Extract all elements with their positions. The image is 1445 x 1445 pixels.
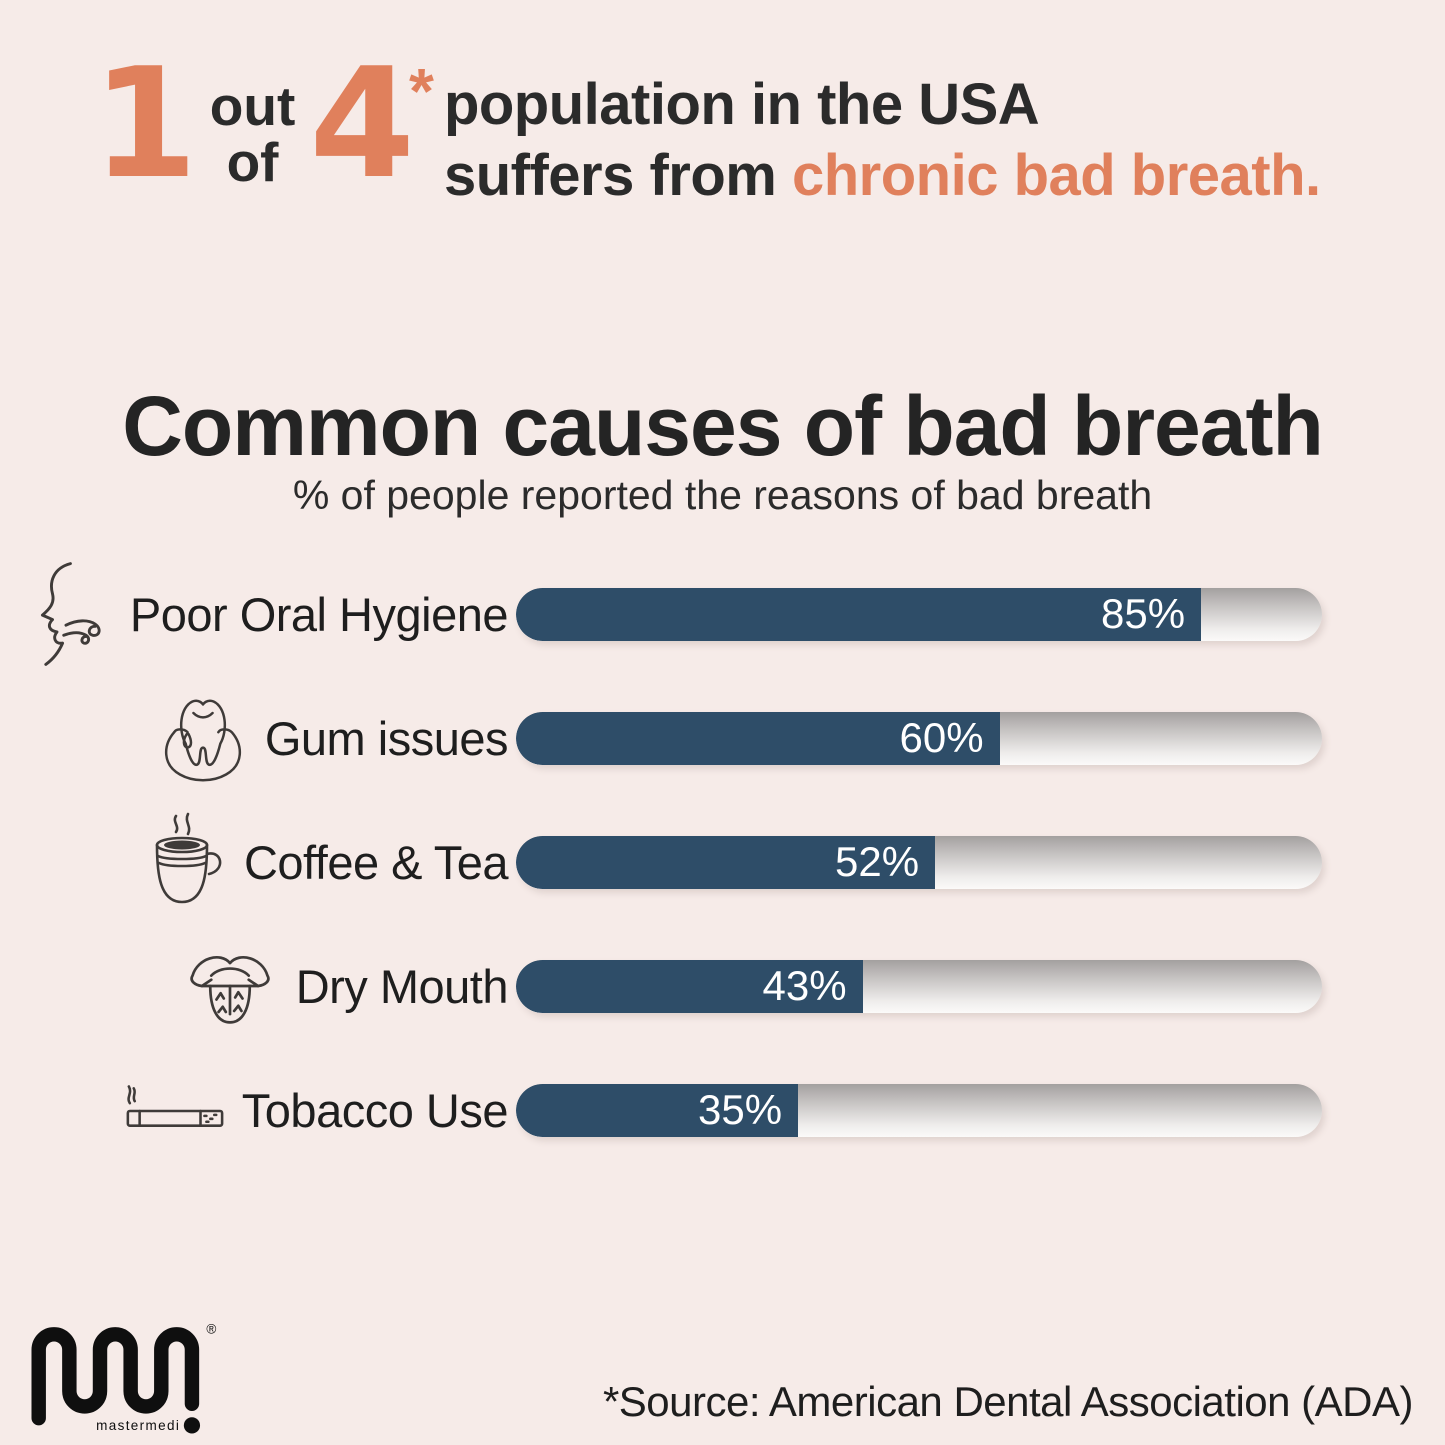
logo-exclamation-dot: [183, 1417, 201, 1434]
bar-row-dry-mouth: Dry Mouth 43%: [0, 924, 1445, 1048]
headline-line1: population in the USA: [443, 72, 1040, 137]
bar-fill: 85%: [516, 587, 1202, 641]
headline-highlight: chronic bad breath.: [791, 142, 1321, 208]
footnote-asterisk: *: [409, 55, 434, 127]
bar-fill: 43%: [516, 959, 863, 1013]
dry-tongue-icon: [178, 934, 282, 1038]
bar-fill: 60%: [516, 711, 1000, 765]
bar-label: Tobacco Use: [241, 1083, 509, 1137]
stat-connector-out: out: [209, 75, 296, 137]
bar-value: 43%: [762, 962, 847, 1009]
logo-wave: [31, 1327, 200, 1426]
coffee-cup-icon: [130, 810, 230, 914]
bar-track: 60%: [516, 711, 1322, 765]
bar-fill: 52%: [516, 835, 936, 889]
bar-value: 52%: [835, 838, 920, 885]
cigarette-icon: [120, 1065, 228, 1155]
row-left: Poor Oral Hygiene: [0, 558, 516, 670]
bar-chart: Poor Oral Hygiene 85%: [0, 552, 1445, 1172]
stat-denominator-group: 4 *: [309, 35, 434, 212]
bar-label: Dry Mouth: [295, 959, 509, 1013]
chart-subtitle: % of people reported the reasons of bad …: [292, 472, 1153, 518]
source-note: *Source: American Dental Association (AD…: [602, 1378, 1414, 1425]
bar-track: 43%: [516, 959, 1322, 1013]
bar-track: 52%: [516, 835, 1322, 889]
bar-track: 35%: [516, 1083, 1322, 1137]
bar-row-tobacco-use: Tobacco Use 35%: [0, 1048, 1445, 1172]
stat-connector: out of: [210, 78, 296, 190]
row-left: Coffee & Tea: [0, 810, 516, 914]
chart-title: Common causes of bad breath: [122, 379, 1324, 473]
stat-denominator: 4: [309, 35, 415, 212]
bar-track: 85%: [516, 587, 1322, 641]
headline-line2-prefix: suffers from: [443, 142, 792, 208]
tooth-gum-icon: [155, 690, 251, 786]
bar-row-poor-oral-hygiene: Poor Oral Hygiene 85%: [0, 552, 1445, 676]
logo-wordmark: mastermedi: [96, 1418, 180, 1433]
bar-value: 35%: [698, 1086, 783, 1133]
bar-row-gum-issues: Gum issues 60%: [0, 676, 1445, 800]
breath-face-icon: [0, 558, 116, 670]
bar-fill: 35%: [516, 1083, 799, 1137]
stat-numerator: 1: [92, 35, 198, 212]
row-left: Gum issues: [0, 690, 516, 786]
mastermedi-logo: ® mastermedi: [26, 1310, 238, 1443]
headline: population in the USA suffers from chron…: [444, 70, 1321, 212]
row-left: Tobacco Use: [0, 1065, 516, 1155]
headline-line2: suffers from chronic bad breath.: [444, 141, 1321, 212]
bar-label: Poor Oral Hygiene: [129, 587, 509, 641]
bar-label: Coffee & Tea: [243, 835, 509, 889]
stat-connector-of: of: [226, 131, 279, 194]
logo-registered-mark: ®: [206, 1321, 216, 1336]
bar-row-coffee-tea: Coffee & Tea 52%: [0, 800, 1445, 924]
bar-value: 60%: [899, 714, 984, 761]
bar-label: Gum issues: [264, 711, 509, 765]
bar-value: 85%: [1101, 590, 1186, 637]
header-statistic: 1 out of 4 * population in the USA suffe…: [92, 35, 1321, 212]
row-left: Dry Mouth: [0, 934, 516, 1038]
